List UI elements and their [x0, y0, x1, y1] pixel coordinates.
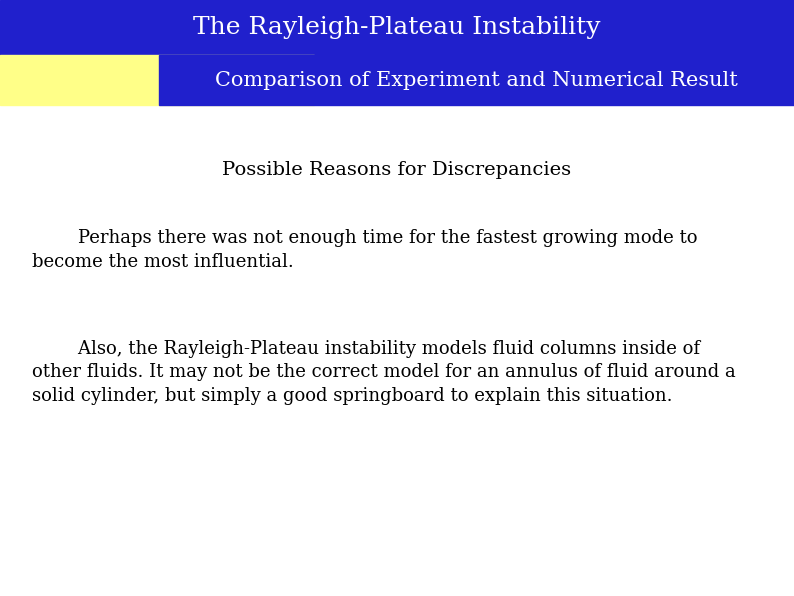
- Text: Possible Reasons for Discrepancies: Possible Reasons for Discrepancies: [222, 161, 572, 179]
- Text: Also, the Rayleigh-Plateau instability models fluid columns inside of
other flui: Also, the Rayleigh-Plateau instability m…: [32, 340, 735, 405]
- Bar: [0, 55, 314, 105]
- Bar: [0, 0, 794, 55]
- Text: Perhaps there was not enough time for the fastest growing mode to
become the mos: Perhaps there was not enough time for th…: [32, 229, 697, 271]
- Text: The Rayleigh-Plateau Instability: The Rayleigh-Plateau Instability: [193, 16, 601, 39]
- Text: Comparison of Experiment and Numerical Result: Comparison of Experiment and Numerical R…: [215, 71, 738, 89]
- Bar: [159, 55, 794, 105]
